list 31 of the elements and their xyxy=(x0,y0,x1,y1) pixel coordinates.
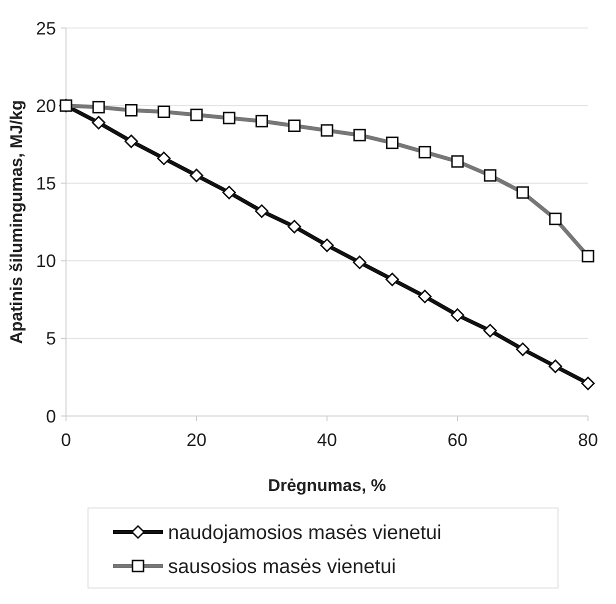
y-tick-label: 10 xyxy=(36,251,56,272)
y-axis-title: Apatinis šilumingumas, MJ/kg xyxy=(7,100,26,344)
point xyxy=(255,204,268,218)
x-tick-label: 60 xyxy=(447,430,468,450)
point xyxy=(92,116,106,130)
y-tick-label: 15 xyxy=(36,174,56,194)
point xyxy=(124,134,138,148)
y-tick-label: 25 xyxy=(36,18,56,38)
y-tick-label: 20 xyxy=(36,96,56,116)
point xyxy=(222,186,236,200)
x-axis-title: Drėgnumas, % xyxy=(268,476,386,495)
point xyxy=(516,342,530,356)
point xyxy=(450,308,464,322)
point xyxy=(320,238,334,252)
point xyxy=(548,360,562,374)
legend-label: naudojamosios masės vienetui xyxy=(168,522,442,544)
point xyxy=(386,272,399,286)
point xyxy=(483,324,497,338)
y-tick-label: 5 xyxy=(46,328,56,349)
point xyxy=(581,376,595,390)
x-tick-label: 40 xyxy=(316,430,338,450)
x-tick-label: 80 xyxy=(578,430,598,450)
y-tick-label: 0 xyxy=(46,406,56,426)
point xyxy=(418,290,432,304)
x-tick-label: 0 xyxy=(60,430,72,450)
point xyxy=(190,168,204,182)
point xyxy=(352,256,366,270)
legend-label: sausosios masės vienetui xyxy=(168,556,396,578)
x-tick-label: 20 xyxy=(186,430,207,450)
point xyxy=(288,220,302,234)
point xyxy=(157,152,171,166)
